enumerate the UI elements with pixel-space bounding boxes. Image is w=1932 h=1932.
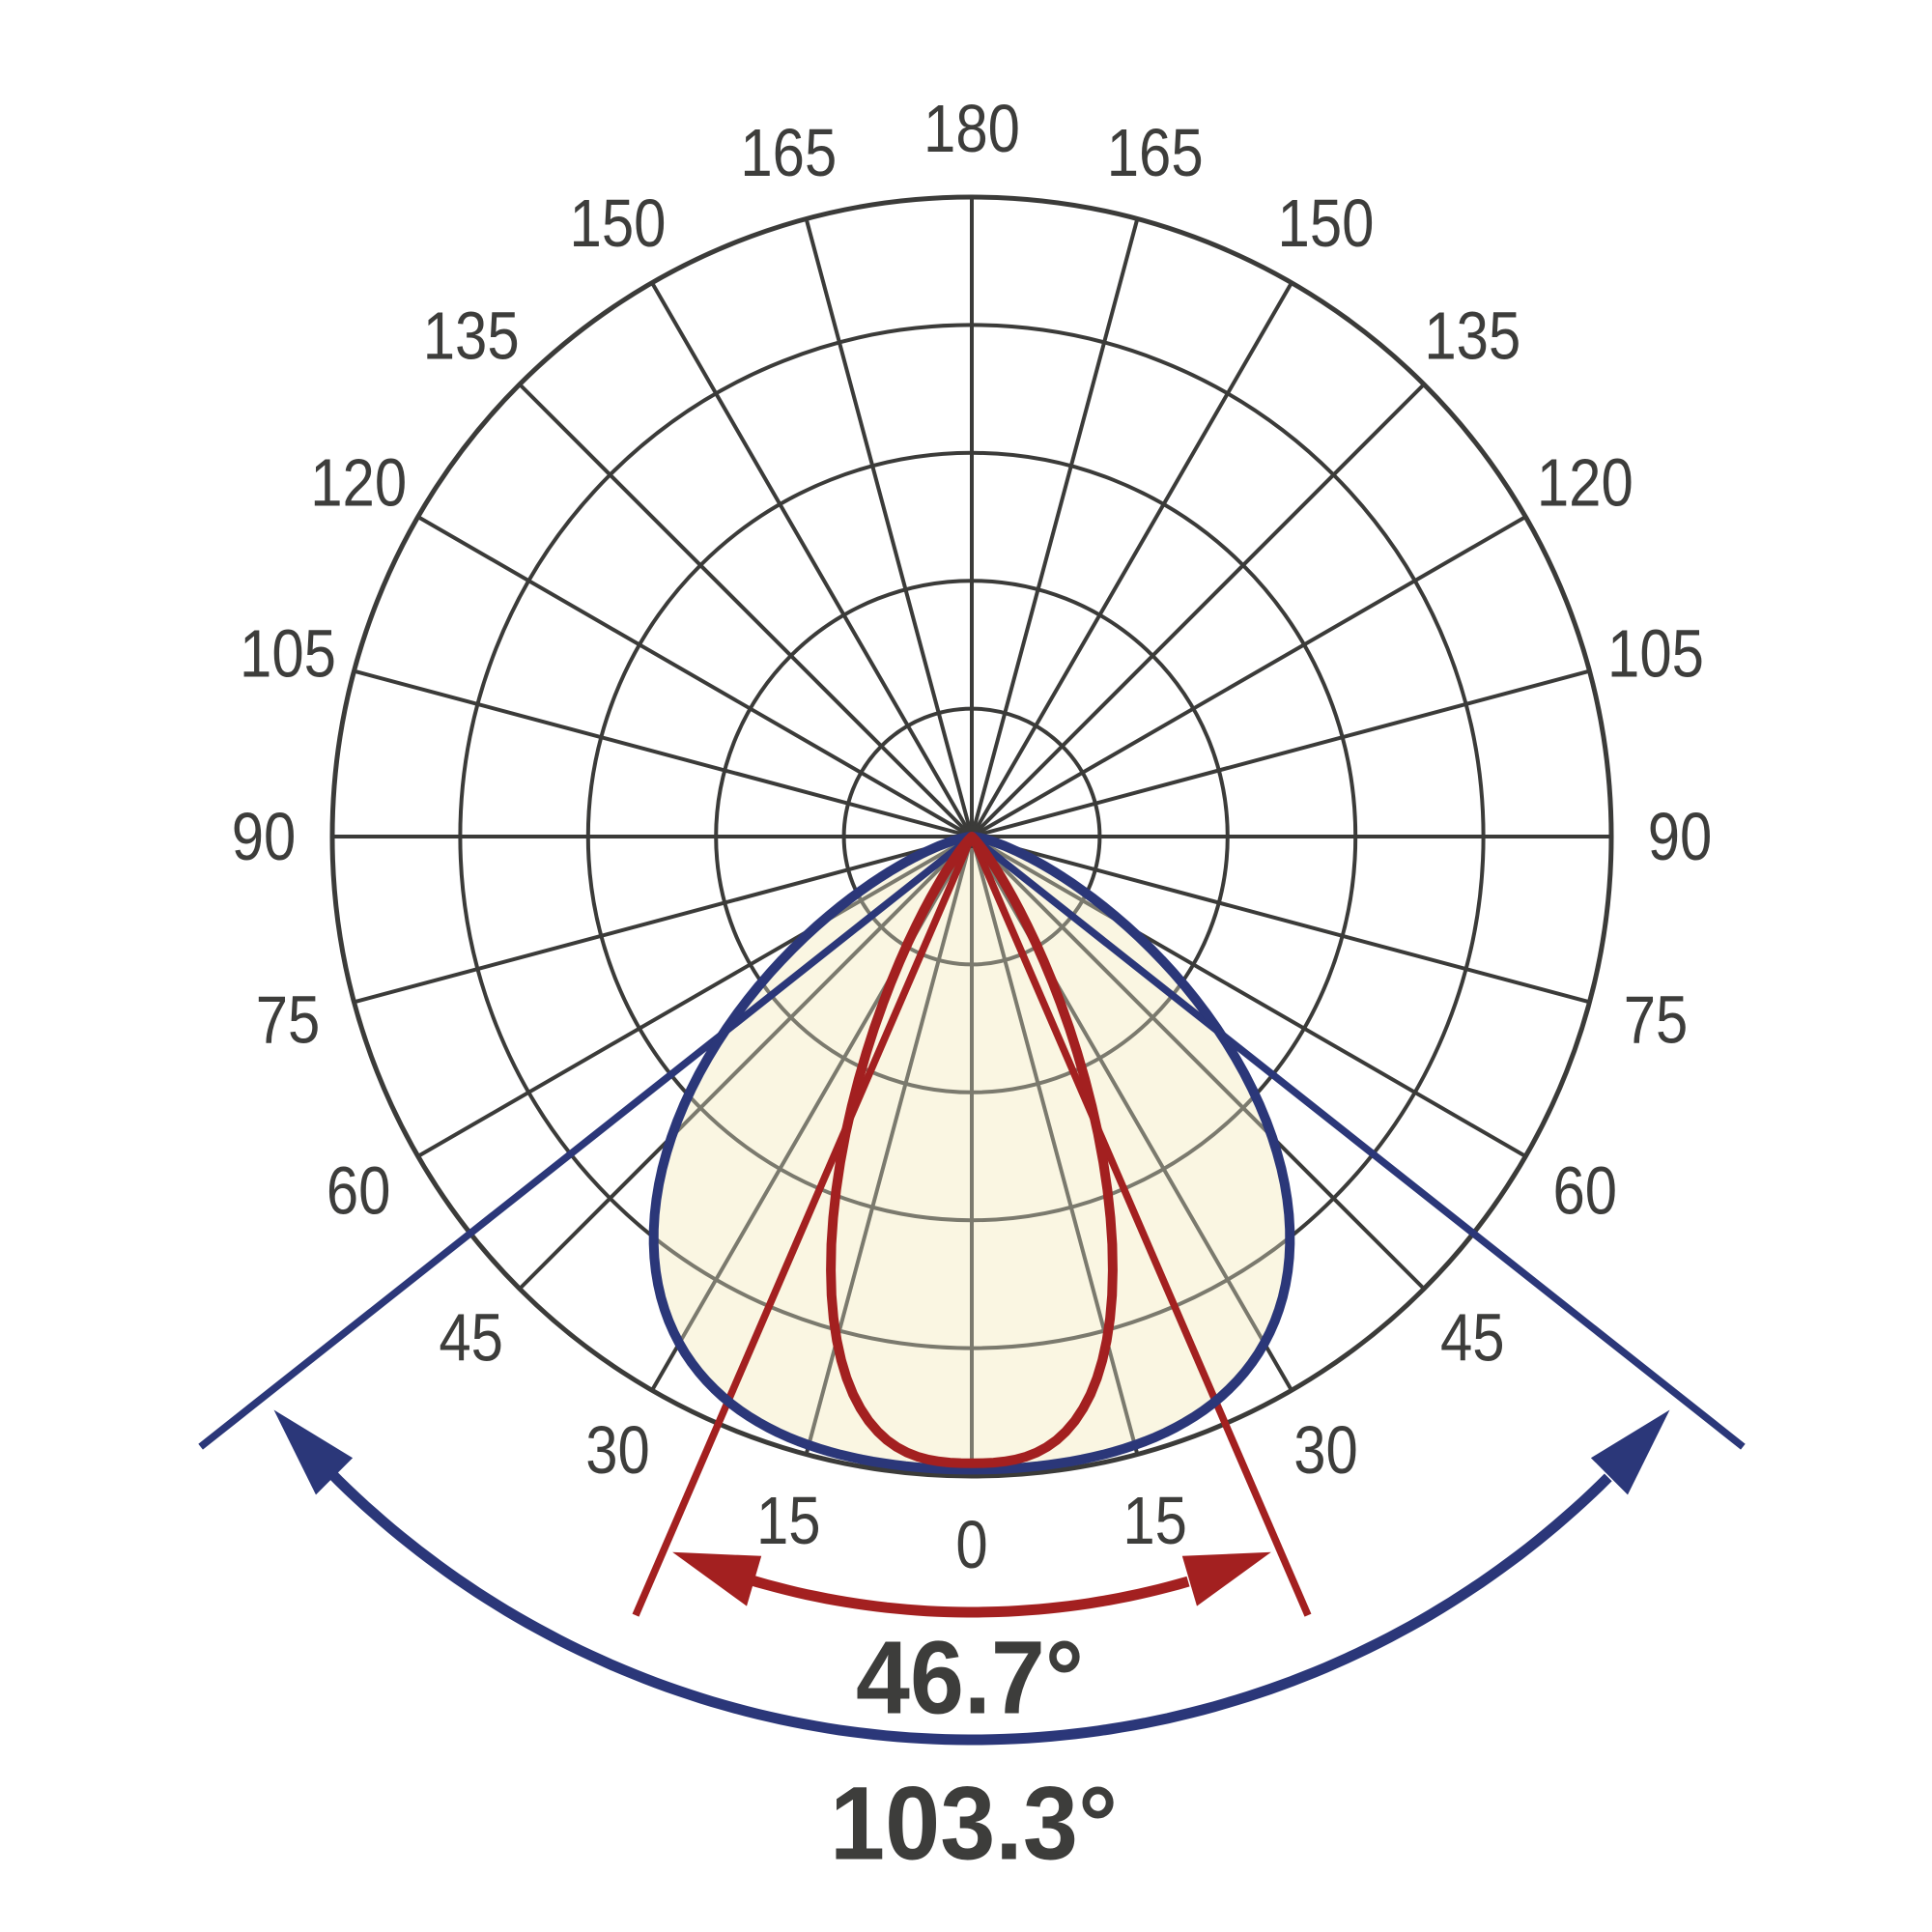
angle-label-180: 180	[923, 91, 1020, 166]
narrow-beam-arrowhead-right	[1181, 1551, 1271, 1606]
grid-ray-75	[971, 835, 1590, 1005]
narrow-beam-edge-line-right	[968, 835, 1312, 1617]
narrow-beam-angle-arc	[746, 1574, 1190, 1618]
angle-label-90-left: 90	[232, 799, 297, 874]
angle-label-150-right: 150	[1278, 185, 1375, 261]
wide-beam-angle-value: 103.3°	[830, 1765, 1118, 1882]
wide-beam-curve	[648, 832, 1295, 1475]
angle-label-165-right: 165	[1107, 115, 1204, 190]
angle-label-30-left: 30	[585, 1412, 650, 1488]
grid-ray-15	[970, 837, 1140, 1455]
grid-ray-105	[971, 668, 1590, 838]
angle-label-0: 0	[955, 1507, 987, 1582]
narrow-beam-curve	[826, 832, 1118, 1468]
angle-label-15-left: 15	[756, 1483, 821, 1558]
grid-ray-150	[970, 281, 1293, 838]
angle-label-165-left: 165	[740, 115, 837, 190]
grid-ray-345	[804, 837, 974, 1455]
grid-ray-135	[970, 383, 1426, 838]
angle-label-120-right: 120	[1537, 445, 1634, 521]
angle-label-45-right: 45	[1440, 1299, 1505, 1375]
angle-label-75-left: 75	[256, 982, 321, 1058]
angle-label-15-right: 15	[1122, 1483, 1187, 1558]
grid-ray-240	[416, 515, 974, 838]
angle-label-120-left: 120	[310, 445, 407, 521]
angle-label-105-right: 105	[1607, 615, 1704, 691]
grid-ray-195	[804, 218, 974, 838]
grid-ray-285	[354, 835, 973, 1005]
angle-label-60-left: 60	[327, 1153, 391, 1229]
wide-beam-arrowhead-left	[273, 1409, 354, 1495]
narrow-beam-angle-value: 46.7°	[856, 1619, 1084, 1736]
wide-beam-edge-line-left	[198, 834, 975, 1450]
wide-beam-angle-arc	[327, 1468, 1612, 1746]
narrow-beam-edge-line-left	[632, 835, 976, 1617]
grid-ray-225	[518, 383, 974, 838]
wide-beam-edge-line-right	[969, 834, 1746, 1450]
grid-ray-210	[650, 281, 974, 838]
angle-label-105-left: 105	[240, 615, 336, 691]
angle-label-135-left: 135	[423, 298, 520, 374]
grid-ray-255	[354, 668, 973, 838]
angle-label-45-left: 45	[439, 1299, 503, 1375]
angle-label-90-right: 90	[1648, 799, 1713, 874]
angle-label-60-right: 60	[1553, 1153, 1618, 1229]
angle-label-135-right: 135	[1424, 298, 1520, 374]
grid-ray-165	[970, 218, 1140, 838]
grid-ray-45	[970, 837, 1291, 1291]
narrow-beam-arrowhead-left	[672, 1551, 762, 1606]
grid-ray-120	[971, 515, 1527, 838]
grid-ray-315	[653, 837, 974, 1291]
angle-label-30-right: 30	[1293, 1412, 1358, 1488]
angle-label-75-right: 75	[1624, 982, 1689, 1058]
wide-beam-arrowhead-right	[1590, 1409, 1670, 1495]
angle-label-150-left: 150	[570, 185, 667, 261]
